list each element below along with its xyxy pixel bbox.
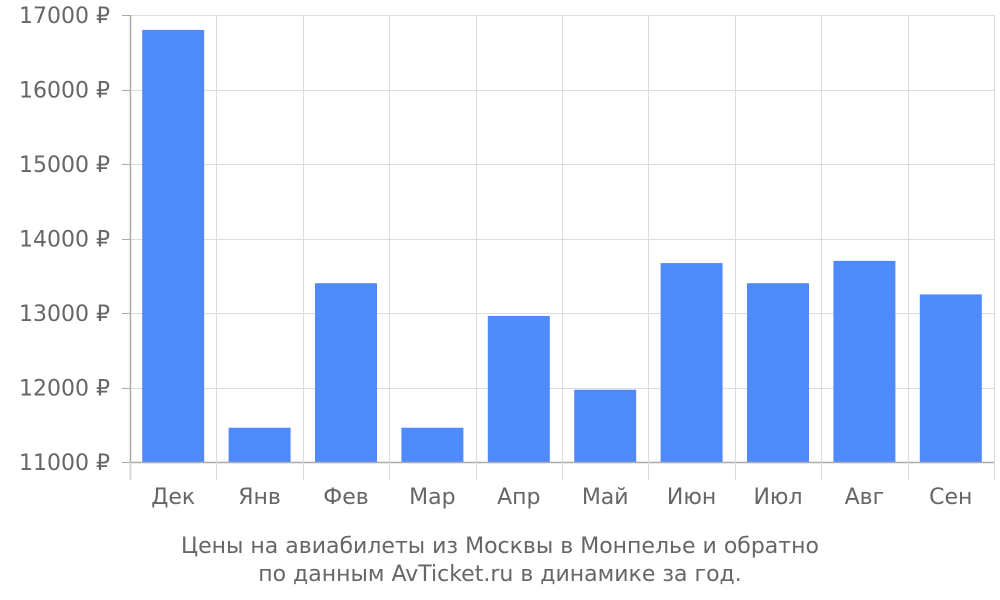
y-tick-label: 13000 ₽ <box>19 302 110 327</box>
x-tick-label: Мар <box>409 485 455 510</box>
bar-4 <box>401 427 464 462</box>
bar-2 <box>228 427 291 462</box>
bar-10 <box>919 294 982 462</box>
x-tick-label: Май <box>582 485 629 510</box>
bar-6 <box>574 389 637 462</box>
caption-line-1: Цены на авиабилеты из Москвы в Монпелье … <box>181 534 819 559</box>
y-tick-label: 14000 ₽ <box>19 228 110 253</box>
x-tick-label: Дек <box>151 485 195 510</box>
x-tick-label: Авг <box>845 485 885 510</box>
caption-line-2: по данным AvTicket.ru в динамике за год. <box>258 562 742 587</box>
bar-8 <box>747 283 809 462</box>
chart-caption: Цены на авиабилеты из Москвы в Монпелье … <box>0 533 1000 589</box>
x-tick-label: Июн <box>667 485 716 510</box>
bar-3 <box>315 283 377 462</box>
y-tick-label: 11000 ₽ <box>19 451 110 476</box>
bars <box>142 29 982 463</box>
bar-9 <box>833 260 896 462</box>
bar-5 <box>487 315 550 462</box>
x-tick-label: Сен <box>929 485 972 510</box>
bar-7 <box>660 263 723 462</box>
x-tick-label: Фев <box>323 485 368 510</box>
x-tick-label: Июл <box>753 485 802 510</box>
x-tick-label: Янв <box>238 485 281 510</box>
y-tick-label: 16000 ₽ <box>19 79 110 104</box>
x-tick-labels: Дек Янв Фев Мар Апр Май Июн Июл Авг Сен <box>151 485 972 510</box>
grid-lines <box>130 15 995 463</box>
y-tick-label: 17000 ₽ <box>19 4 110 29</box>
y-tick-labels: 11000 ₽ 12000 ₽ 13000 ₽ 14000 ₽ 15000 ₽ 16000… <box>19 4 110 476</box>
bar-1 <box>142 29 205 463</box>
x-tick-label: Апр <box>497 485 540 510</box>
y-tick-label: 15000 ₽ <box>19 153 110 178</box>
y-tick-label: 12000 ₽ <box>19 377 110 402</box>
bar-chart: 11000 ₽ 12000 ₽ 13000 ₽ 14000 ₽ 15000 ₽ 16000… <box>19 4 995 510</box>
axes <box>122 15 995 480</box>
